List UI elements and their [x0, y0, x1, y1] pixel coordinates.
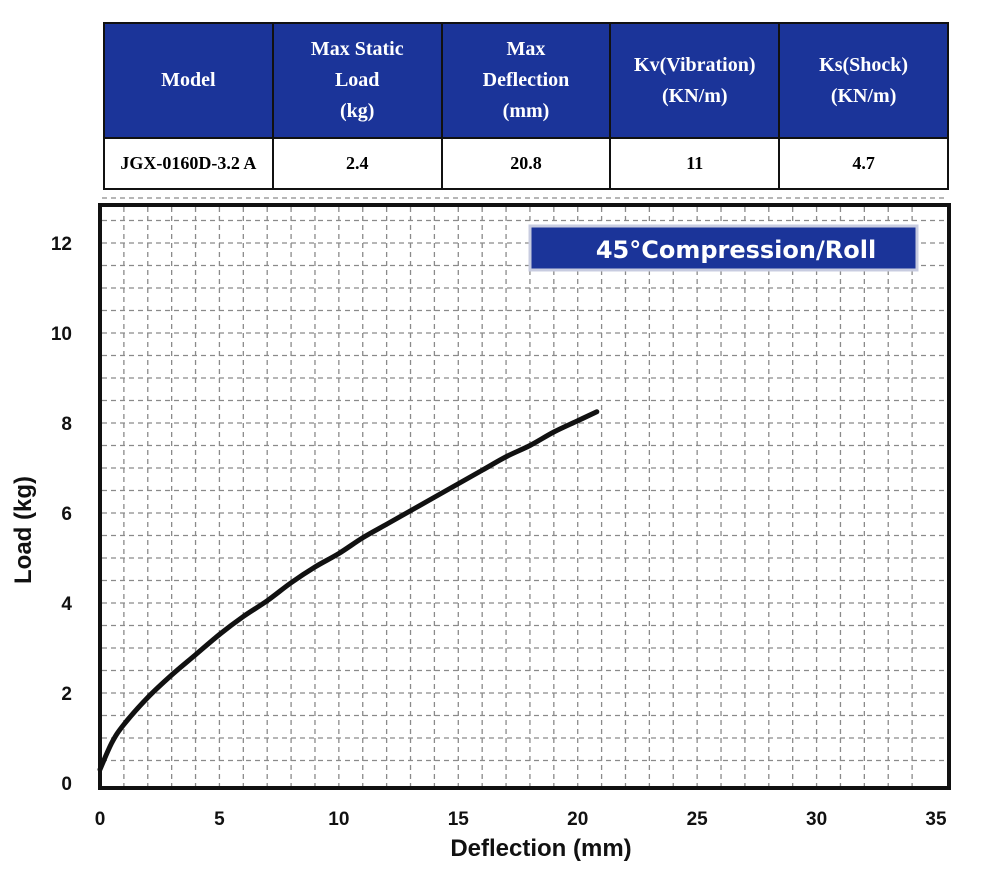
cell-max-static-load: 2.4	[271, 137, 443, 190]
y-tick-label: 6	[61, 504, 72, 525]
cell-ks: 4.7	[778, 137, 949, 190]
header-kv-line-2: (KN/m)	[662, 84, 728, 107]
spec-header-row: Model Max Static Load (kg) Max Deflectio…	[103, 22, 949, 139]
y-tick-label: 0	[61, 774, 72, 795]
chart-title-badge: 45°Compression/Roll	[528, 224, 919, 272]
title-badge-bg	[528, 224, 919, 272]
header-max-deflection: Max Deflection (mm)	[440, 22, 612, 139]
plot-frame	[98, 203, 951, 790]
y-tick-label: 2	[61, 684, 72, 705]
header-ks-line-1: Ks(Shock)	[819, 53, 909, 76]
header-kv-line-1: Kv(Vibration)	[634, 53, 756, 76]
grid	[102, 197, 947, 786]
tick-labels: 0 5 10 15 20 25 30 35 0 2 4 6 8 10 12	[51, 234, 947, 830]
series-layer	[97, 409, 600, 772]
header-model-line: Model	[161, 69, 216, 91]
header-model: Model	[103, 22, 274, 139]
y-tick-label: 4	[61, 594, 72, 615]
spec-data-row: JGX-0160D-3.2 A 2.4 20.8 11 4.7	[103, 137, 949, 190]
x-tick-label: 30	[806, 809, 827, 830]
x-tick-label: 10	[328, 809, 349, 830]
header-deflection-line-2: Deflection	[482, 69, 570, 91]
x-tick-label: 15	[448, 809, 470, 830]
header-max-static-load: Max Static Load (kg)	[271, 22, 443, 139]
x-axis-title: Deflection (mm)	[450, 835, 631, 862]
header-load-line-1: Max Static	[310, 38, 404, 60]
x-tick-label: 20	[567, 809, 588, 830]
x-tick-label: 25	[687, 809, 709, 830]
x-tick-label: 35	[925, 809, 947, 830]
y-axis-title: Load (kg)	[10, 476, 37, 584]
header-ks-line-2: (KN/m)	[830, 84, 897, 107]
spec-table: Model Max Static Load (kg) Max Deflectio…	[103, 22, 949, 190]
x-tick-label: 5	[214, 809, 225, 830]
x-tick-label: 0	[95, 809, 106, 830]
header-load-line-3: (kg)	[339, 100, 375, 122]
cell-kv: 11	[609, 137, 781, 190]
cell-model: JGX-0160D-3.2 A	[103, 137, 274, 190]
chart-title: 45°Compression/Roll	[596, 236, 876, 264]
y-tick-label: 8	[61, 414, 72, 435]
header-ks-shock: Ks(Shock) (KN/m)	[778, 22, 949, 139]
cell-max-deflection: 20.8	[440, 137, 612, 190]
header-deflection-line-1: Max	[506, 38, 546, 60]
y-tick-label: 10	[51, 324, 72, 345]
header-kv-vibration: Kv(Vibration) (KN/m)	[609, 22, 781, 139]
series-line	[97, 409, 600, 772]
y-tick-label: 12	[51, 234, 72, 255]
header-deflection-line-3: (mm)	[502, 100, 550, 122]
header-load-line-2: Load	[334, 69, 380, 91]
